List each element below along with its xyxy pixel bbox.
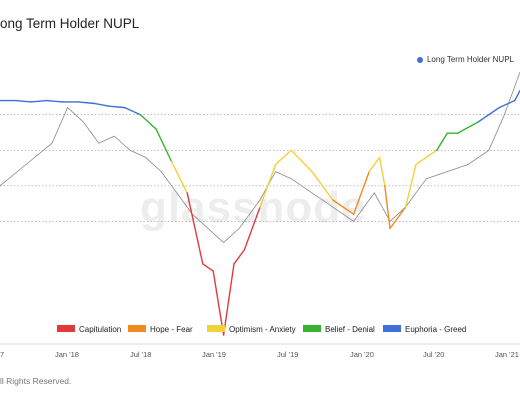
reference-lines <box>0 114 520 222</box>
series-legend-label: Long Term Holder NUPL <box>426 55 514 64</box>
x-axis-ticks: 7 Jan '18 Jul '18 Jan '19 Jul '19 Jan '20 Jul … <box>0 350 519 359</box>
nupl-segment-6 <box>92 102 110 107</box>
nupl-segment-18 <box>259 163 277 208</box>
x-tick-5: Jan '20 <box>350 350 374 359</box>
nupl-segment-32 <box>456 121 480 134</box>
legend-swatch-3 <box>303 325 321 332</box>
zone-legend: Capitulation Hope - Fear Optimism - Anxiet… <box>57 325 466 334</box>
nupl-segment-21 <box>311 170 334 201</box>
nupl-segment-13 <box>202 263 214 272</box>
legend-label-4: Euphoria - Greed <box>405 325 466 334</box>
legend-label-3: Belief - Denial <box>325 325 375 334</box>
x-tick-2: Jul '18 <box>130 350 151 359</box>
nupl-segment-22 <box>332 199 355 215</box>
nupl-segment-2 <box>30 99 48 103</box>
nupl-segment-9 <box>139 114 157 130</box>
nupl-segment-14 <box>212 270 225 336</box>
nupl-segment-24 <box>368 156 381 173</box>
legend-label-1: Hope - Fear <box>150 325 193 334</box>
legend-swatch-0 <box>57 325 75 332</box>
nupl-segment-19 <box>274 149 292 166</box>
nupl-segment-17 <box>243 206 261 251</box>
nupl-segment-35 <box>514 89 520 102</box>
nupl-segment-20 <box>290 149 313 173</box>
nupl-segment-25 <box>378 156 386 187</box>
legend-swatch-1 <box>128 325 146 332</box>
nupl-segment-26 <box>384 185 391 230</box>
x-tick-6: Jul '20 <box>423 350 444 359</box>
nupl-segment-1 <box>14 99 32 103</box>
x-tick-7: Jan '21 <box>495 350 519 359</box>
nupl-segment-16 <box>233 249 246 265</box>
copyright: ll Rights Reserved. <box>0 376 72 386</box>
x-tick-4: Jul '19 <box>277 350 298 359</box>
price-line <box>0 71 520 244</box>
nupl-segment-10 <box>155 128 173 163</box>
nupl-segment-12 <box>186 192 204 265</box>
nupl-segment-3 <box>46 99 64 103</box>
nupl-segment-7 <box>108 105 126 109</box>
legend-swatch-4 <box>383 325 401 332</box>
nupl-segment-28 <box>404 163 417 208</box>
legend-label-2: Optimism - Anxiety <box>229 325 296 334</box>
legend-swatch-2 <box>207 325 225 332</box>
chart-title: ong Term Holder NUPL <box>0 16 140 31</box>
nupl-segment-29 <box>415 149 438 166</box>
watermark: glassnode <box>140 183 367 232</box>
x-tick-3: Jan '19 <box>202 350 226 359</box>
nupl-line <box>0 89 520 336</box>
x-tick-1: Jan '18 <box>55 350 79 359</box>
nupl-segment-23 <box>352 170 370 215</box>
nupl-segment-5 <box>77 101 95 105</box>
legend-label-0: Capitulation <box>79 325 121 334</box>
nupl-segment-34 <box>498 99 516 109</box>
nupl-segment-30 <box>436 132 448 151</box>
nupl-segment-8 <box>124 106 142 116</box>
nupl-segment-27 <box>389 206 407 230</box>
nupl-segment-11 <box>170 160 188 194</box>
nupl-segment-33 <box>477 106 500 123</box>
x-tick-0: 7 <box>0 350 4 359</box>
series-legend[interactable]: Long Term Holder NUPL <box>416 55 514 64</box>
nupl-segment-15 <box>222 263 235 336</box>
series-color-dot <box>416 56 423 63</box>
